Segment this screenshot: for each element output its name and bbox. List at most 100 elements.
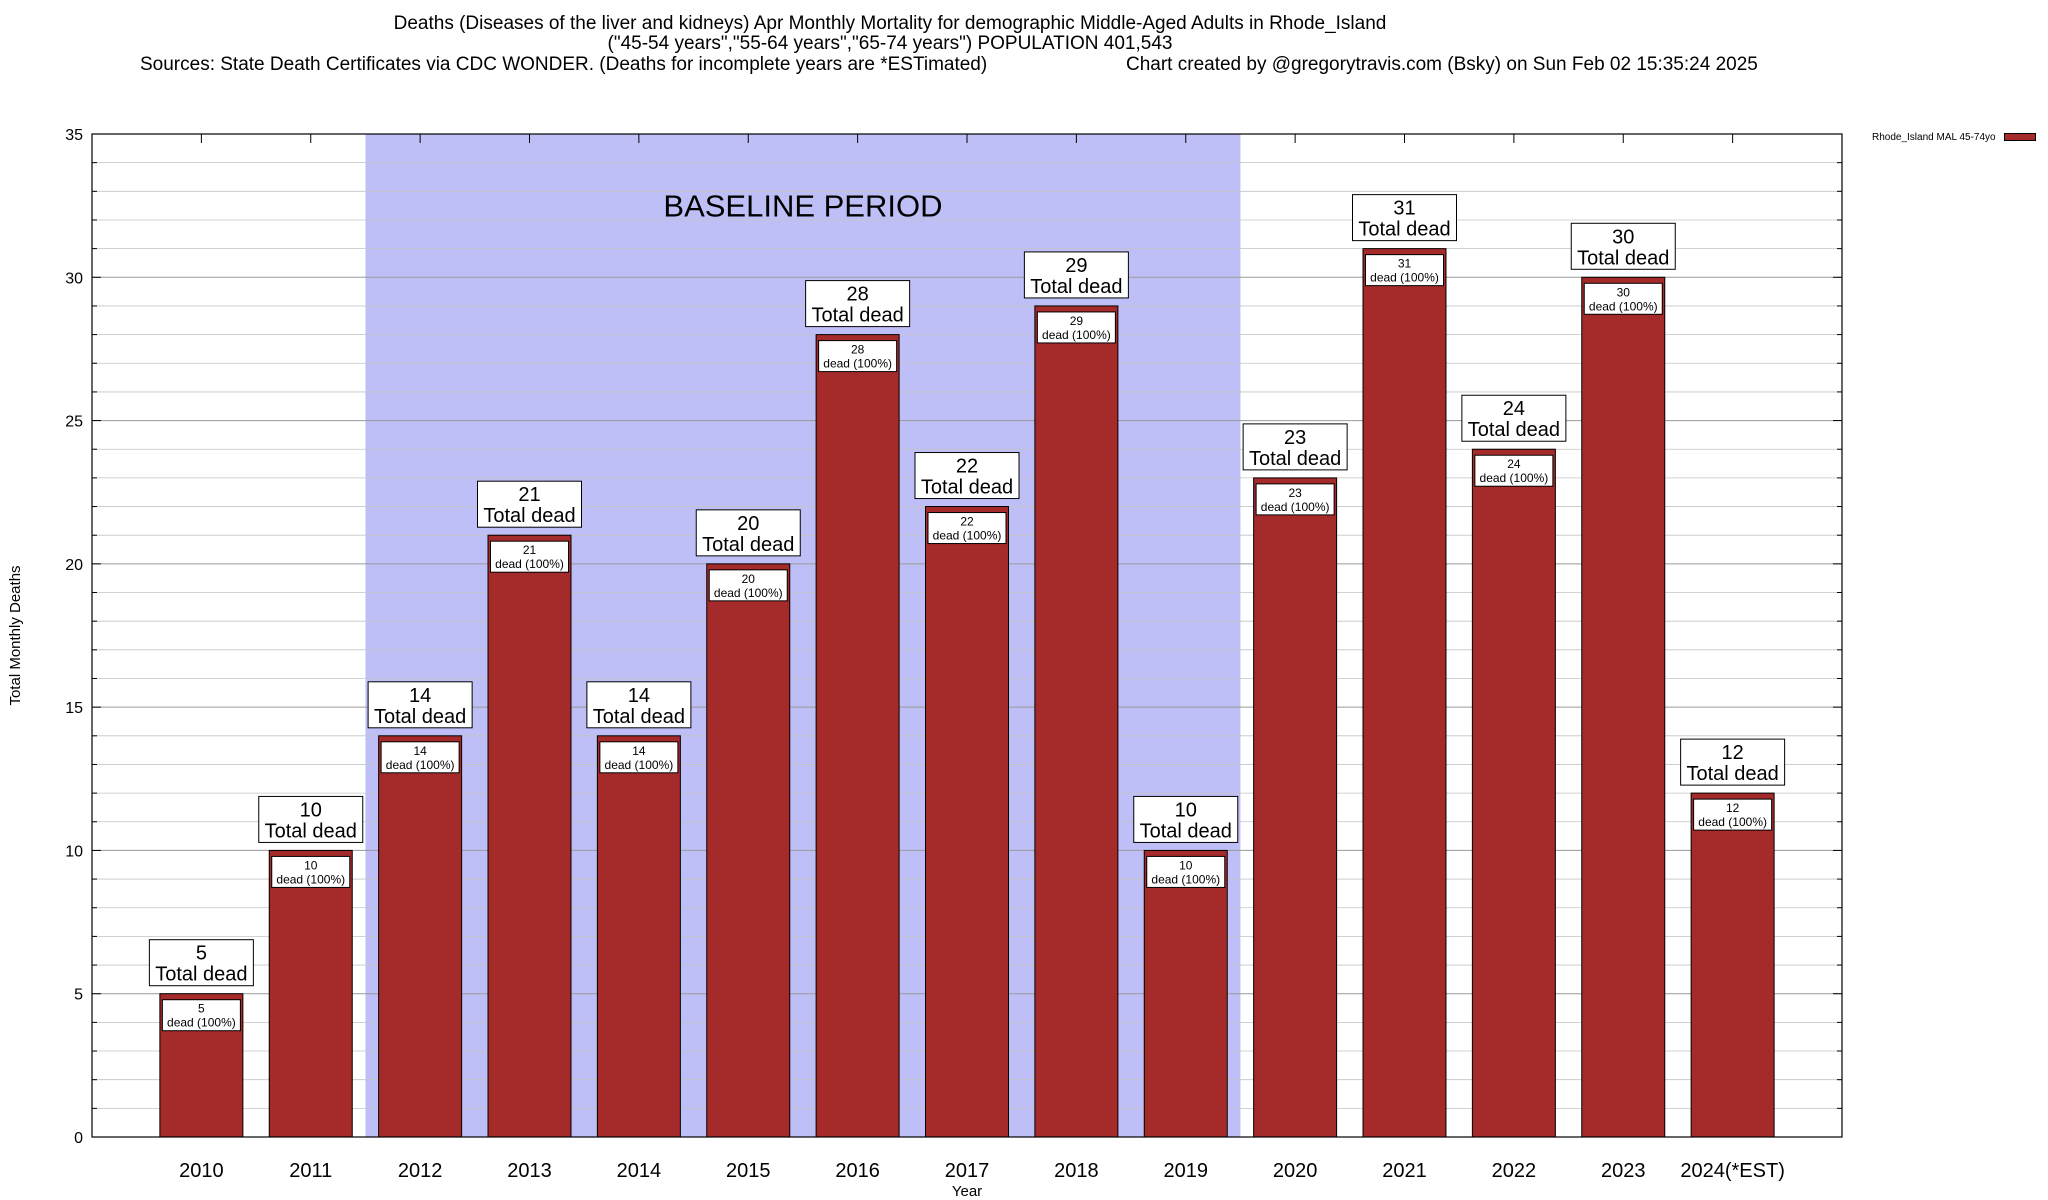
inner-label-count: 10: [1179, 858, 1193, 872]
bar: [815, 334, 900, 1138]
top-label-box: [148, 939, 254, 987]
top-label-box: [805, 280, 911, 328]
bar: [378, 735, 463, 1138]
bar: [1253, 477, 1338, 1138]
title-line-2: ("45-54 years","55-64 years","65-74 year…: [607, 33, 1173, 54]
inner-label-text: dead (100%): [823, 357, 892, 371]
title-line-1: Deaths (Diseases of the liver and kidney…: [393, 13, 1387, 34]
top-label-count: 24: [1503, 398, 1525, 420]
top-label-text: Total dead: [1468, 419, 1560, 441]
x-tick-label: 2022: [1492, 1160, 1537, 1182]
bar: [1690, 792, 1775, 1138]
x-tick-label: 2023: [1601, 1160, 1646, 1182]
top-label-count: 5: [196, 943, 207, 965]
top-label-count: 31: [1393, 198, 1415, 220]
inner-label-text: dead (100%): [1589, 299, 1658, 313]
top-label-box: [1680, 738, 1786, 786]
bar: [706, 563, 791, 1138]
inner-label-box: [1474, 454, 1554, 487]
top-label-text: Total dead: [1577, 247, 1669, 269]
top-label-box: [1570, 222, 1676, 270]
y-tick-label: 30: [65, 270, 83, 287]
top-label-text: Total dead: [155, 964, 247, 986]
baseline-period-label: BASELINE PERIOD: [663, 189, 942, 224]
x-tick-label: 2017: [945, 1160, 990, 1182]
x-tick-label: 2021: [1382, 1160, 1427, 1182]
inner-label-text: dead (100%): [1480, 471, 1549, 485]
x-tick-label: 2011: [289, 1160, 332, 1182]
y-axis-title: Total Monthly Deaths: [7, 565, 24, 705]
top-label-count: 14: [628, 685, 650, 707]
inner-label-text: dead (100%): [495, 557, 564, 571]
top-label-text: Total dead: [811, 305, 903, 327]
top-label-count: 21: [518, 484, 540, 506]
x-tick-label: 2020: [1273, 1160, 1318, 1182]
inner-label-count: 30: [1617, 285, 1631, 299]
inner-label-box: [1693, 798, 1773, 831]
top-label-count: 20: [737, 513, 759, 535]
top-label-box: [914, 452, 1020, 500]
x-tick-label: 2024(*EST): [1680, 1160, 1785, 1182]
bar: [1581, 276, 1666, 1138]
top-label-text: Total dead: [483, 505, 575, 527]
top-label-box: [1023, 251, 1129, 299]
x-axis-title: Year: [952, 1183, 982, 1200]
x-tick-label: 2010: [179, 1160, 224, 1182]
inner-label-text: dead (100%): [1261, 500, 1330, 514]
inner-label-text: dead (100%): [714, 586, 783, 600]
top-label-box: [695, 509, 801, 557]
bar: [1143, 849, 1228, 1138]
top-label-box: [1461, 394, 1567, 442]
inner-label-count: 22: [960, 515, 974, 529]
x-tick-label: 2012: [398, 1160, 443, 1182]
top-label-box: [586, 681, 692, 729]
top-label-text: Total dead: [921, 477, 1013, 499]
inner-label-count: 12: [1726, 801, 1740, 815]
top-label-text: Total dead: [1030, 276, 1122, 298]
top-label-box: [258, 795, 364, 843]
bar: [487, 534, 572, 1138]
inner-label-count: 10: [304, 858, 318, 872]
inner-label-text: dead (100%): [1698, 815, 1767, 829]
top-label-text: Total dead: [702, 534, 794, 556]
inner-label-box: [599, 741, 679, 774]
bar: [596, 735, 681, 1138]
top-label-box: [1352, 194, 1457, 242]
inner-label-count: 24: [1507, 457, 1521, 471]
top-label-count: 22: [956, 456, 978, 478]
inner-label-text: dead (100%): [167, 1016, 236, 1030]
top-label-text: Total dead: [265, 820, 357, 842]
x-tick-label: 2015: [726, 1160, 771, 1182]
inner-label-box: [818, 340, 898, 373]
chart-title: Deaths (Diseases of the liver and kidney…: [0, 14, 1780, 54]
bar: [925, 506, 1009, 1138]
top-label-text: Total dead: [1358, 219, 1450, 241]
inner-label-text: dead (100%): [386, 758, 455, 772]
inner-label-count: 14: [632, 744, 646, 758]
top-label-count: 12: [1722, 742, 1744, 764]
inner-label-text: dead (100%): [276, 872, 345, 886]
top-label-count: 23: [1284, 427, 1306, 449]
chart-credit: Chart created by @gregorytravis.com (Bsk…: [1126, 54, 1758, 75]
inner-label-box: [1036, 311, 1116, 344]
bar: [268, 849, 353, 1138]
top-label-count: 30: [1612, 226, 1634, 248]
inner-label-box: [490, 540, 569, 573]
top-label-box: [1242, 423, 1348, 471]
x-tick-label: 2018: [1054, 1160, 1099, 1182]
x-tick-label: 2013: [507, 1160, 552, 1182]
y-tick-label: 35: [65, 127, 83, 144]
inner-label-box: [1255, 483, 1335, 516]
inner-label-count: 5: [198, 1002, 205, 1016]
inner-label-box: [1583, 282, 1663, 315]
plot-frame: [91, 133, 1843, 1138]
y-tick-label: 0: [74, 1130, 83, 1147]
inner-label-box: [927, 512, 1007, 545]
top-label-box: [477, 480, 582, 528]
inner-label-count: 23: [1288, 486, 1302, 500]
legend: Rhode_Island MAL 45-74yo: [1872, 132, 2036, 143]
x-tick-label: 2014: [617, 1160, 662, 1182]
inner-label-count: 20: [742, 572, 756, 586]
inner-label-text: dead (100%): [1151, 872, 1220, 886]
